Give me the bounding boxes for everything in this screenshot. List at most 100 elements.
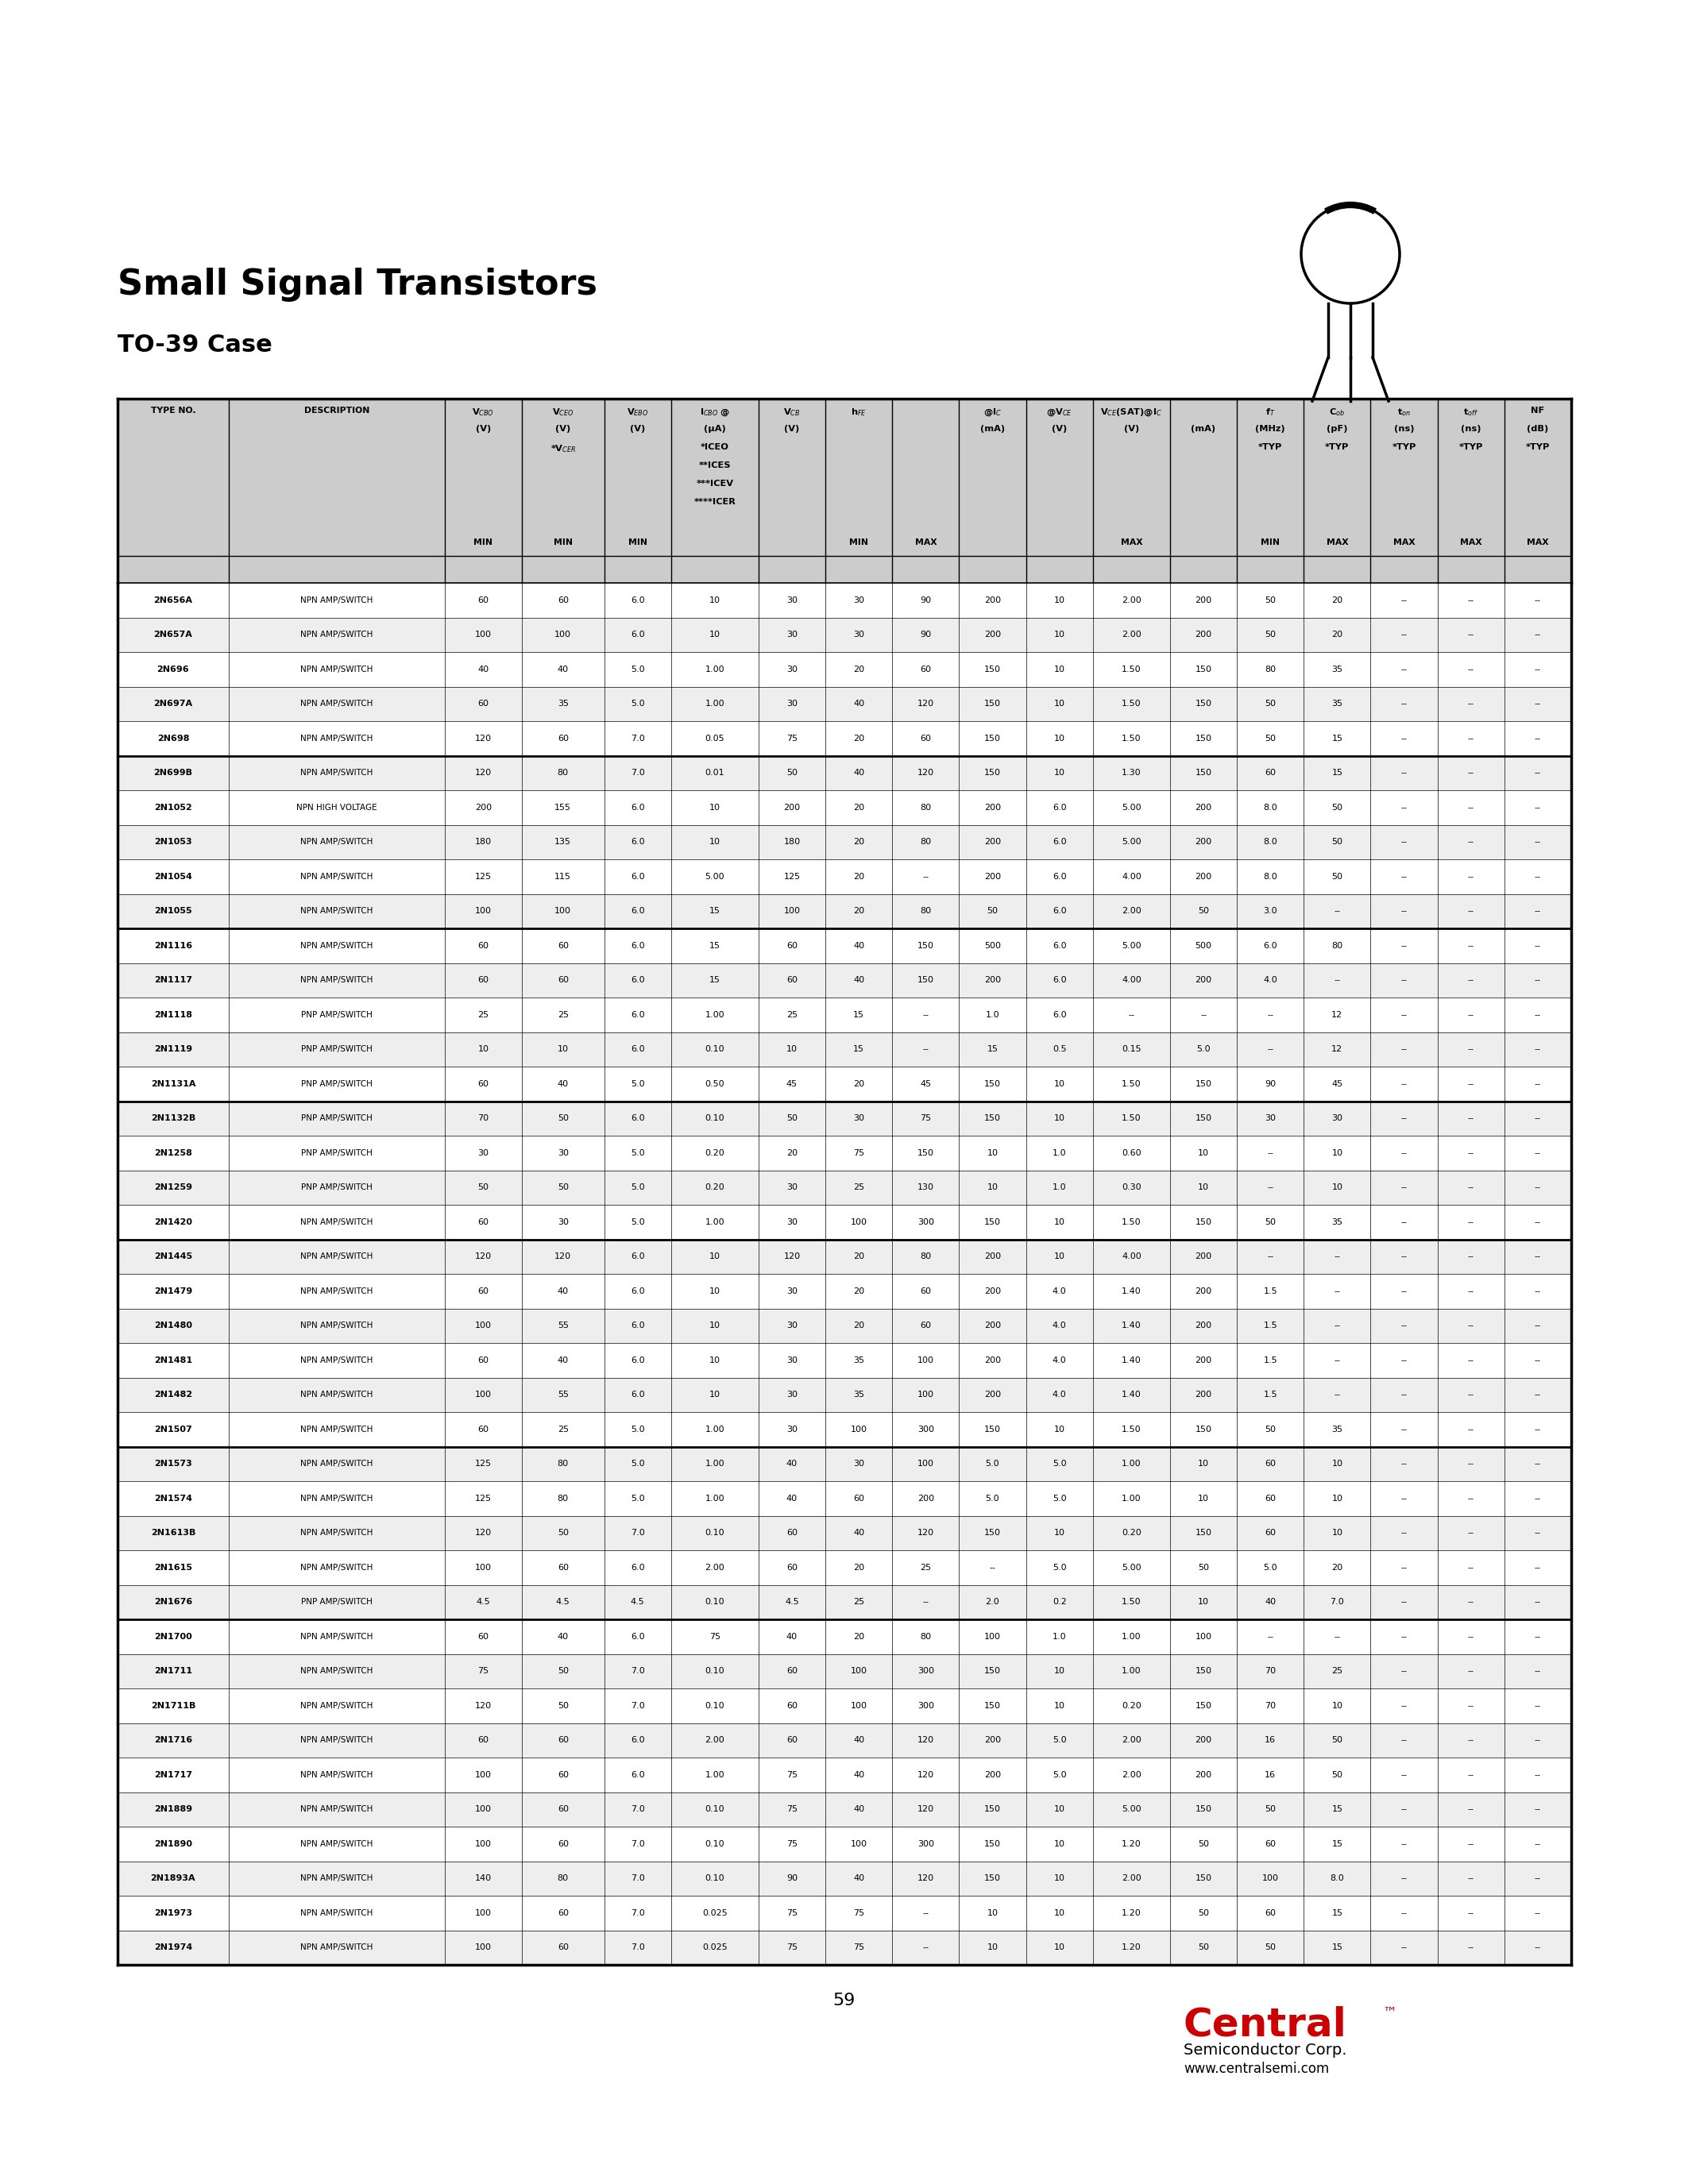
Text: 80: 80 [920, 839, 932, 845]
Text: 60: 60 [557, 941, 569, 950]
Text: 1.50: 1.50 [1121, 1426, 1141, 1433]
Text: 5.00: 5.00 [1121, 1564, 1141, 1572]
Text: 10: 10 [709, 596, 721, 605]
Text: 0.50: 0.50 [706, 1079, 724, 1088]
Text: 60: 60 [787, 941, 797, 950]
Text: 140: 140 [474, 1874, 491, 1883]
Text: 6.0: 6.0 [1052, 976, 1067, 985]
Text: 2N1507: 2N1507 [154, 1426, 192, 1433]
Text: 120: 120 [474, 734, 491, 743]
Text: 60: 60 [557, 1564, 569, 1572]
Text: 150: 150 [984, 1426, 1001, 1433]
Text: 55: 55 [557, 1391, 569, 1398]
Text: 50: 50 [1264, 1426, 1276, 1433]
Text: NPN AMP/SWITCH: NPN AMP/SWITCH [300, 1701, 373, 1710]
Text: 20: 20 [852, 804, 864, 812]
Text: NPN AMP/SWITCH: NPN AMP/SWITCH [300, 906, 373, 915]
Text: --: -- [923, 1909, 928, 1918]
Text: V$_{CE}$(SAT)@I$_C$: V$_{CE}$(SAT)@I$_C$ [1101, 406, 1163, 417]
Text: 1.0: 1.0 [1052, 1149, 1067, 1158]
Text: TO-39 Case: TO-39 Case [118, 334, 272, 356]
Text: 90: 90 [920, 596, 932, 605]
Text: --: -- [1334, 1634, 1340, 1640]
Text: 7.0: 7.0 [631, 1701, 645, 1710]
Text: 10: 10 [709, 1286, 721, 1295]
Text: NPN AMP/SWITCH: NPN AMP/SWITCH [300, 1494, 373, 1503]
Text: 150: 150 [1195, 699, 1212, 708]
Text: 125: 125 [474, 1459, 491, 1468]
Text: 25: 25 [852, 1184, 864, 1192]
Text: 40: 40 [557, 1634, 569, 1640]
Text: 10: 10 [1053, 596, 1065, 605]
Text: 40: 40 [852, 941, 864, 950]
Text: --: -- [1128, 1011, 1134, 1018]
Text: MIN: MIN [474, 539, 493, 546]
Text: 150: 150 [917, 941, 933, 950]
Text: 50: 50 [1332, 804, 1342, 812]
Text: 80: 80 [557, 1494, 569, 1503]
Text: 10: 10 [1198, 1459, 1209, 1468]
Text: 0.60: 0.60 [1121, 1149, 1141, 1158]
Text: 100: 100 [851, 1839, 868, 1848]
Text: 40: 40 [1264, 1599, 1276, 1605]
Text: 2N1973: 2N1973 [154, 1909, 192, 1918]
Text: 120: 120 [474, 1701, 491, 1710]
Text: --: -- [1469, 1564, 1474, 1572]
Text: 0.20: 0.20 [706, 1149, 724, 1158]
Text: (ns): (ns) [1394, 426, 1415, 432]
Text: 3.0: 3.0 [1263, 906, 1278, 915]
Text: 59: 59 [834, 1992, 856, 2009]
Text: --: -- [1401, 769, 1408, 778]
Text: 100: 100 [474, 1321, 491, 1330]
Text: 20: 20 [852, 839, 864, 845]
Text: 50: 50 [557, 1701, 569, 1710]
Text: NPN AMP/SWITCH: NPN AMP/SWITCH [300, 1219, 373, 1225]
Text: 30: 30 [787, 1286, 797, 1295]
Text: 15: 15 [709, 941, 721, 950]
Text: 2.00: 2.00 [706, 1564, 724, 1572]
Text: 100: 100 [851, 1426, 868, 1433]
Text: 20: 20 [852, 874, 864, 880]
Text: --: -- [1334, 1321, 1340, 1330]
Text: 1.00: 1.00 [706, 699, 724, 708]
Text: --: -- [1469, 874, 1474, 880]
Text: 80: 80 [557, 1459, 569, 1468]
Text: 10: 10 [1053, 699, 1065, 708]
Text: 2N1974: 2N1974 [154, 1944, 192, 1952]
Text: 2N699B: 2N699B [154, 769, 192, 778]
Text: --: -- [1469, 1666, 1474, 1675]
Text: --: -- [1534, 1634, 1541, 1640]
Text: 200: 200 [984, 1321, 1001, 1330]
Text: --: -- [1534, 1321, 1541, 1330]
Text: 1.00: 1.00 [706, 1011, 724, 1018]
Text: 50: 50 [1264, 1806, 1276, 1813]
Text: 30: 30 [557, 1149, 569, 1158]
Text: 10: 10 [1053, 1806, 1065, 1813]
Text: 100: 100 [474, 1909, 491, 1918]
Text: 100: 100 [555, 631, 571, 638]
Text: DESCRIPTION: DESCRIPTION [304, 406, 370, 415]
Text: 200: 200 [1195, 596, 1212, 605]
Text: --: -- [1534, 1909, 1541, 1918]
Text: --: -- [1534, 1494, 1541, 1503]
Text: 50: 50 [1198, 1909, 1209, 1918]
Text: 60: 60 [1264, 1459, 1276, 1468]
Text: --: -- [1534, 1391, 1541, 1398]
Text: --: -- [1469, 1599, 1474, 1605]
Text: 50: 50 [557, 1666, 569, 1675]
Text: --: -- [1534, 1666, 1541, 1675]
Text: 60: 60 [557, 1771, 569, 1778]
Text: --: -- [1534, 1459, 1541, 1468]
Text: 4.00: 4.00 [1121, 874, 1141, 880]
Text: 0.2: 0.2 [1052, 1599, 1067, 1605]
Text: 200: 200 [1195, 1321, 1212, 1330]
Text: 1.00: 1.00 [706, 1219, 724, 1225]
Text: 4.5: 4.5 [476, 1599, 490, 1605]
Text: 1.0: 1.0 [1052, 1184, 1067, 1192]
Text: www.centralsemi.com: www.centralsemi.com [1183, 2062, 1328, 2077]
Text: 10: 10 [1053, 1219, 1065, 1225]
Text: 10: 10 [1053, 1909, 1065, 1918]
Text: 10: 10 [1053, 631, 1065, 638]
Bar [118, 1931, 1572, 1966]
Text: 16: 16 [1264, 1736, 1276, 1745]
